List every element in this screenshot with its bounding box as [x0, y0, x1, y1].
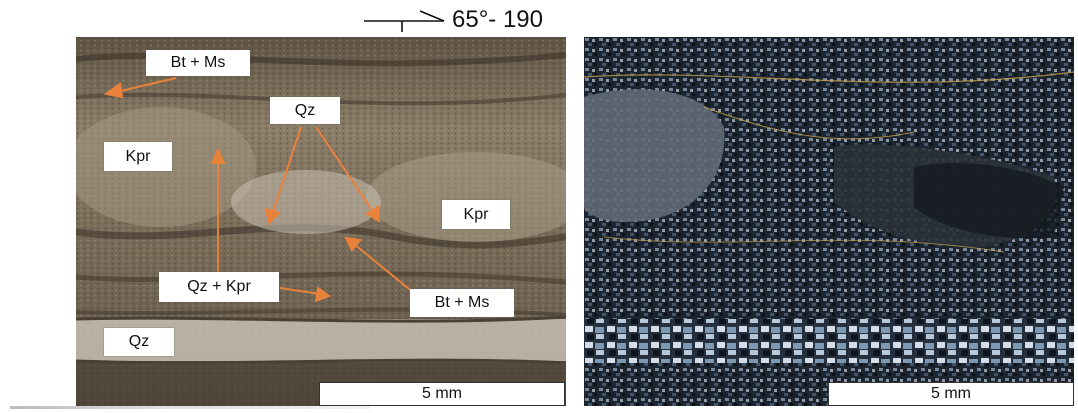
scale-bar: 5 mm	[319, 382, 565, 406]
orientation-label: 65°- 190	[452, 6, 543, 33]
label-qz-bottom: Qz	[104, 328, 174, 356]
micrograph-xpl-image	[584, 37, 1074, 406]
bottom-edge-strip	[10, 406, 370, 409]
strike-dip-symbol	[364, 10, 445, 32]
label-qz-kpr: Qz + Kpr	[159, 272, 279, 302]
label-qz-top: Qz	[270, 97, 340, 124]
scale-bar: 5 mm	[828, 382, 1074, 406]
micrograph-ppl: Bt + Ms Qz Kpr Kpr Qz + Kpr Bt + Ms Qz 5…	[76, 37, 566, 406]
label-bt-ms-bottom: Bt + Ms	[410, 289, 514, 317]
label-kpr-right: Kpr	[442, 200, 510, 229]
label-bt-ms-top: Bt + Ms	[146, 50, 250, 76]
label-kpr-left: Kpr	[104, 142, 172, 171]
micrograph-xpl: 5 mm	[584, 37, 1074, 406]
